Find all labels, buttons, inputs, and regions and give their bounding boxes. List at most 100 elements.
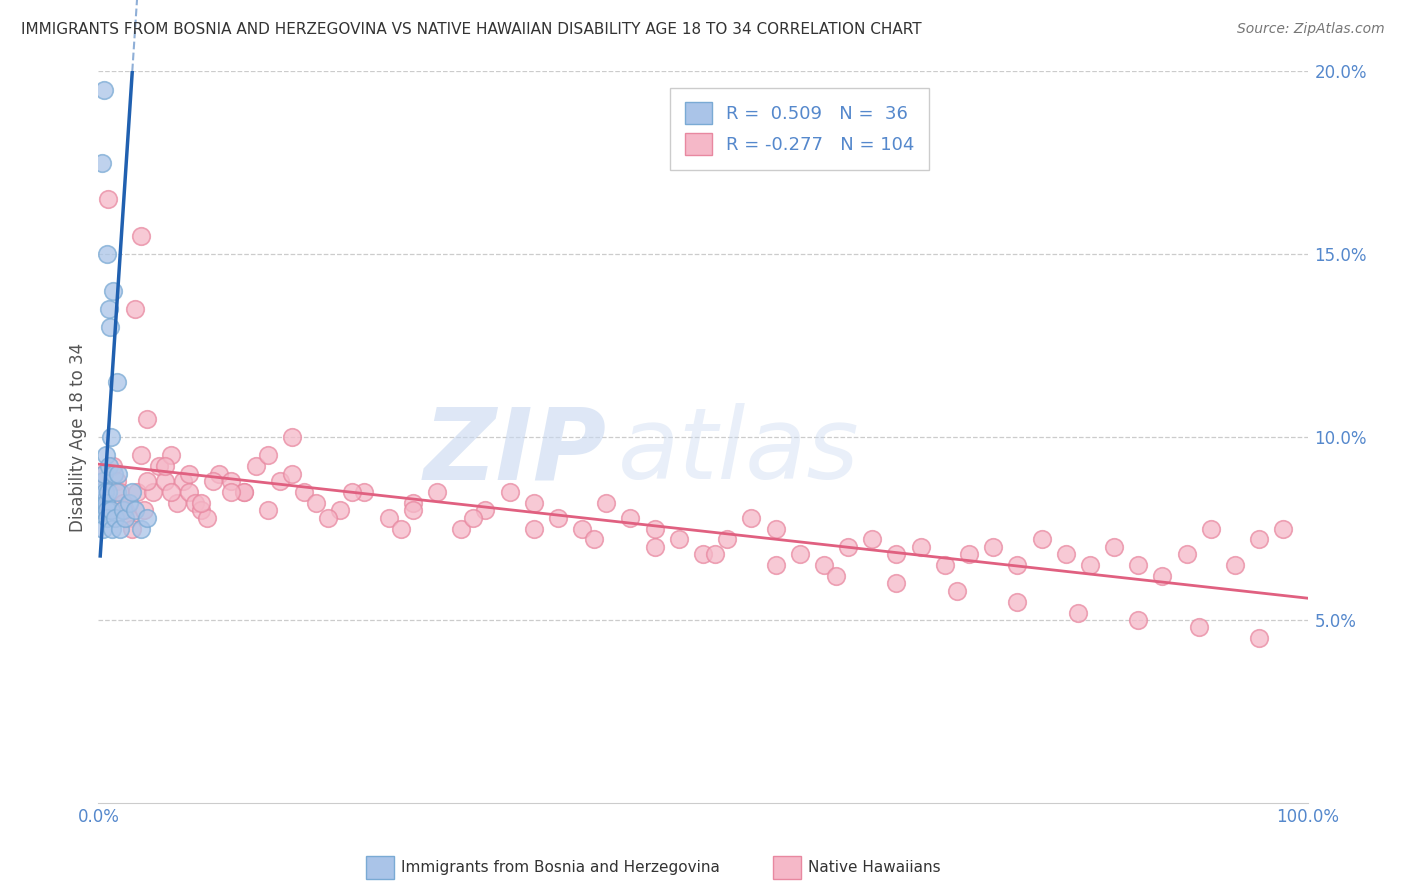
Point <box>105 375 128 389</box>
Point <box>208 467 231 481</box>
Point <box>523 496 546 510</box>
Point <box>1128 558 1150 573</box>
Text: Immigrants from Bosnia and Herzegovina: Immigrants from Bosnia and Herzegovina <box>401 861 720 875</box>
Point <box>129 229 152 244</box>
Point <box>886 576 908 591</box>
Point <box>111 496 134 510</box>
Point <box>153 459 176 474</box>
Text: ZIP: ZIP <box>423 403 606 500</box>
Point <box>121 521 143 535</box>
Point <box>91 474 114 488</box>
Point <box>93 503 115 517</box>
Point <box>96 448 118 462</box>
Point <box>91 503 114 517</box>
Point <box>426 485 449 500</box>
Point <box>740 510 762 524</box>
Point <box>153 474 176 488</box>
Point <box>135 510 157 524</box>
Y-axis label: Disability Age 18 to 34: Disability Age 18 to 34 <box>69 343 87 532</box>
Point <box>1007 558 1029 573</box>
Point <box>1249 632 1271 646</box>
Point <box>98 320 121 334</box>
Point <box>142 485 165 500</box>
Point <box>190 503 212 517</box>
Point <box>353 485 375 500</box>
Point <box>101 284 124 298</box>
Point <box>789 547 811 561</box>
Point <box>93 83 115 97</box>
Point <box>245 459 267 474</box>
Point <box>1249 533 1271 547</box>
Point <box>232 485 254 500</box>
Point <box>135 474 157 488</box>
Point <box>269 474 291 488</box>
Point <box>129 521 152 535</box>
Point <box>96 510 118 524</box>
Point <box>104 510 127 524</box>
Point <box>292 485 315 500</box>
Point <box>692 547 714 561</box>
Point <box>1128 613 1150 627</box>
Point <box>644 540 666 554</box>
Point <box>121 485 143 500</box>
Point <box>100 430 122 444</box>
Point <box>124 503 146 517</box>
Point <box>1175 547 1198 561</box>
Point <box>160 485 183 500</box>
Point <box>957 547 980 561</box>
Point <box>111 503 134 517</box>
Point <box>305 496 328 510</box>
Point <box>111 503 134 517</box>
Point <box>91 156 114 170</box>
Point <box>837 540 859 554</box>
Point <box>96 503 118 517</box>
Point <box>108 485 131 500</box>
Point <box>402 503 425 517</box>
Text: IMMIGRANTS FROM BOSNIA AND HERZEGOVINA VS NATIVE HAWAIIAN DISABILITY AGE 18 TO 3: IMMIGRANTS FROM BOSNIA AND HERZEGOVINA V… <box>21 22 922 37</box>
Point <box>389 521 412 535</box>
Point <box>100 503 122 517</box>
Point <box>94 485 117 500</box>
Point <box>498 485 520 500</box>
Point <box>765 521 787 535</box>
Point <box>1188 620 1211 634</box>
Point <box>1067 606 1090 620</box>
Point <box>1223 558 1246 573</box>
Point <box>89 485 111 500</box>
Point <box>886 547 908 561</box>
Point <box>98 301 121 317</box>
Point <box>910 540 932 554</box>
Point <box>619 510 641 524</box>
Point <box>100 521 122 535</box>
Point <box>179 467 201 481</box>
Point <box>90 496 112 510</box>
Point <box>221 474 243 488</box>
Point <box>668 533 690 547</box>
Point <box>134 503 156 517</box>
Text: Native Hawaiians: Native Hawaiians <box>808 861 941 875</box>
Point <box>91 521 114 535</box>
Point <box>595 496 617 510</box>
Point <box>195 510 218 524</box>
Point <box>127 485 149 500</box>
Point <box>329 503 352 517</box>
Point <box>114 510 136 524</box>
Point <box>101 459 124 474</box>
Point <box>160 448 183 462</box>
Point <box>190 496 212 510</box>
Point <box>450 521 472 535</box>
Point <box>583 533 606 547</box>
Point <box>105 474 128 488</box>
Point <box>107 467 129 481</box>
Point <box>93 467 115 481</box>
Text: Source: ZipAtlas.com: Source: ZipAtlas.com <box>1237 22 1385 37</box>
Point <box>946 583 969 598</box>
Point <box>96 247 118 261</box>
Point <box>981 540 1004 554</box>
Point <box>94 496 117 510</box>
Point <box>523 521 546 535</box>
Point <box>377 510 399 524</box>
Point <box>281 467 304 481</box>
Point <box>184 496 207 510</box>
Point <box>1199 521 1222 535</box>
